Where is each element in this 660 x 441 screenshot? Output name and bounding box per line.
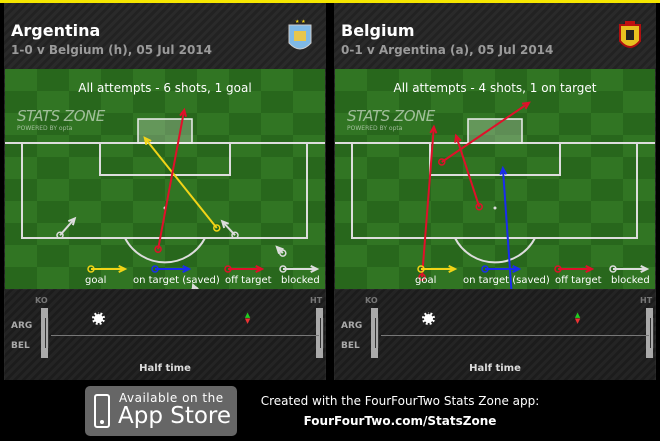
pitch-grass <box>335 69 655 289</box>
shot-blocked <box>191 282 199 289</box>
timeline-axis <box>381 335 649 336</box>
kickoff-bar <box>41 308 49 358</box>
team-a-label: ARG <box>11 321 33 331</box>
substitution-icon: ▲ ▼ <box>244 311 251 325</box>
match-timeline: KO HT ARG BEL Half time ▲ ▼ <box>5 290 325 380</box>
period-label: Half time <box>139 363 191 374</box>
penalty-arc <box>124 237 206 264</box>
match-subtitle: 1-0 v Belgium (h), 05 Jul 2014 <box>11 43 213 57</box>
legend-goal-arrow <box>87 265 128 273</box>
legend-on-target-arrow <box>151 265 192 273</box>
rbfa-crest-icon <box>619 21 641 48</box>
shot-blocked <box>220 219 239 239</box>
halftime-bar <box>316 308 324 358</box>
legend-goal: goal <box>85 275 107 286</box>
legend-goal: goal <box>415 275 437 286</box>
legend-off-target: off target <box>225 275 272 286</box>
halftime-marker-label: HT <box>640 296 653 305</box>
pitch-svg <box>5 69 325 289</box>
iphone-icon <box>94 394 110 428</box>
legend-on-target: on target (saved) <box>133 275 220 286</box>
goal-ball-icon <box>91 312 105 325</box>
app-store-line2: App Store <box>118 403 232 429</box>
penalty-arc <box>454 237 536 264</box>
kickoff-label: KO <box>35 296 48 305</box>
panel-argentina: Argentina 1-0 v Belgium (h), 05 Jul 2014… <box>4 3 326 380</box>
timeline-axis <box>51 335 319 336</box>
legend-off-target: off target <box>555 275 602 286</box>
afa-crest-icon: ★ ★ <box>288 19 312 50</box>
legend-off-target-arrow <box>224 265 265 273</box>
goal-ball-icon <box>421 312 435 325</box>
halftime-marker-label: HT <box>310 296 323 305</box>
shot-on-target <box>499 165 513 289</box>
shot-off-target <box>438 101 531 166</box>
period-label: Half time <box>469 363 521 374</box>
penalty-spot <box>493 206 497 210</box>
statszone-link[interactable]: FourFourTwo.com/StatsZone <box>303 414 497 428</box>
substitution-icon: ▲ ▼ <box>574 311 581 325</box>
pitch-grass <box>5 69 325 289</box>
team-name: Belgium <box>341 21 415 40</box>
shot-map-pitch: All attempts - 6 shots, 1 goal STATS ZON… <box>5 69 325 289</box>
app-store-button[interactable]: Available on the App Store <box>85 386 237 436</box>
shot-map-title: All attempts - 4 shots, 1 on target <box>393 81 597 95</box>
stats-zone-logo: STATS ZONE POWERED BY opta <box>347 107 435 132</box>
shot-off-target <box>418 124 438 281</box>
halftime-bar <box>646 308 654 358</box>
shot-goal <box>143 136 221 232</box>
shot-off-target <box>154 107 188 253</box>
legend-blocked-arrow <box>279 265 320 273</box>
shot-blocked <box>56 216 77 239</box>
kickoff-bar <box>371 308 379 358</box>
shot-blocked <box>275 245 287 257</box>
stats-zone-logo: STATS ZONE POWERED BY opta <box>17 107 105 132</box>
top-accent-bar <box>0 0 660 3</box>
app-store-line1: Available on the <box>119 391 224 405</box>
legend-on-target: on target (saved) <box>463 275 550 286</box>
shot-off-target <box>454 133 483 211</box>
pitch-svg <box>335 69 655 289</box>
team-name: Argentina <box>11 21 101 40</box>
team-b-label: BEL <box>341 341 360 351</box>
legend-goal-arrow <box>417 265 458 273</box>
shot-map-title: All attempts - 6 shots, 1 goal <box>78 81 252 95</box>
credit-text: Created with the FourFourTwo Stats Zone … <box>260 394 540 408</box>
match-subtitle: 0-1 v Argentina (a), 05 Jul 2014 <box>341 43 554 57</box>
kickoff-label: KO <box>365 296 378 305</box>
shot-map-pitch: All attempts - 4 shots, 1 on target STAT… <box>335 69 655 289</box>
legend-off-target-arrow <box>554 265 595 273</box>
match-timeline: KO HT ARG BEL Half time ▲ ▼ <box>335 290 655 380</box>
panel-belgium: Belgium 0-1 v Argentina (a), 05 Jul 2014… <box>334 3 656 380</box>
legend-on-target-arrow <box>481 265 522 273</box>
team-a-label: ARG <box>341 321 363 331</box>
legend-blocked-arrow <box>609 265 650 273</box>
legend-blocked: blocked <box>281 275 320 286</box>
svg-text:★ ★: ★ ★ <box>295 19 306 25</box>
team-b-label: BEL <box>11 341 30 351</box>
legend-blocked: blocked <box>611 275 650 286</box>
